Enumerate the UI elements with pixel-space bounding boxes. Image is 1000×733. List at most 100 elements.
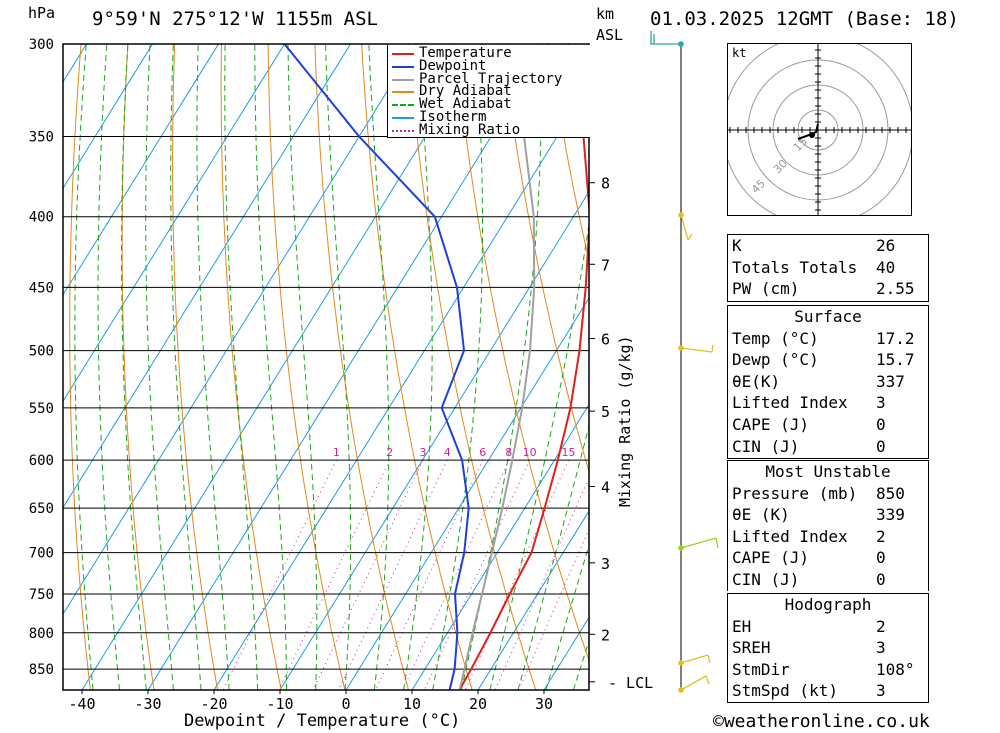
index-section-title-row: Most Unstable: [728, 461, 928, 483]
isotherm-line: [63, 44, 285, 403]
mixing-ratio-line: [494, 476, 589, 690]
x-tick-label: -10: [266, 695, 293, 713]
wind-barb: [680, 214, 693, 241]
km-tick-label: 5: [601, 403, 610, 421]
mixing-ratio-label: 10: [523, 446, 537, 459]
pressure-unit-label: hPa: [28, 4, 56, 22]
wet-adiabat-line: [287, 44, 318, 690]
mixing-ratio-label: 4: [444, 446, 451, 459]
pressure-tick-label: 350: [29, 130, 54, 146]
pressure-tick-label: 500: [29, 344, 54, 360]
hodograph-unit: kt: [732, 46, 747, 60]
x-tick-label: -40: [68, 695, 95, 713]
dry-adiabat-line: [121, 44, 155, 690]
lcl-label: - LCL: [608, 674, 653, 692]
dry-adiabat-line: [548, 44, 589, 264]
isotherm-line: [213, 84, 589, 690]
km-tick-label: 8: [601, 175, 610, 193]
legend-swatch: [392, 65, 414, 68]
wet-adiabat-line: [325, 44, 352, 690]
legend-label: Isotherm: [419, 109, 487, 125]
basic-indices-box: K 26 Totals Totals 40 PW (cm) 2.55: [727, 234, 929, 302]
legend-label: Temperature: [419, 45, 512, 61]
legend-swatch: [392, 129, 414, 132]
x-tick-label: -20: [200, 695, 227, 713]
pressure-tick-label: 850: [29, 662, 54, 678]
index-row: Totals Totals 40: [728, 257, 928, 279]
dry-adiabat-line: [267, 44, 346, 690]
index-value: 108°: [876, 659, 915, 679]
index-section-title-row: Hodograph: [728, 594, 928, 616]
index-row: Pressure (mb) 850: [728, 483, 928, 505]
location-title: 9°59'N 275°12'W 1155m ASL: [92, 8, 378, 30]
pressure-tick-label: 300: [29, 37, 54, 53]
index-row: StmDir 108°: [728, 659, 928, 681]
km-tick-label: 2: [601, 626, 610, 644]
hodograph-storm-marker: [809, 132, 815, 138]
km-label: km: [596, 5, 615, 23]
index-row: CAPE (J) 0: [728, 414, 928, 436]
index-value: 3: [876, 393, 886, 413]
wet-adiabat-line: [74, 44, 94, 690]
wet-adiabat-line: [254, 44, 287, 690]
mixing-ratio-line: [518, 528, 589, 690]
mixing-ratio-label: 15: [562, 446, 576, 459]
wind-level-dot: [678, 345, 684, 351]
index-label: θE(K): [732, 371, 781, 391]
dry-adiabat-line: [407, 44, 537, 690]
wind-barb: [680, 537, 719, 549]
dry-adiabat-line: [172, 44, 219, 690]
index-label: Lifted Index: [732, 393, 848, 413]
legend-swatch: [392, 104, 414, 107]
asl-label: ASL: [596, 26, 624, 44]
index-section-title: Hodograph: [784, 595, 872, 614]
dry-adiabat-line: [69, 44, 91, 690]
km-tick-label: 4: [601, 479, 610, 497]
km-tick-label: 7: [601, 256, 610, 274]
index-label: Lifted Index: [732, 526, 848, 546]
km-tick-label: 3: [601, 555, 610, 573]
footer-credit[interactable]: ©weatheronline.co.uk: [713, 711, 930, 732]
index-label: CIN (J): [732, 569, 800, 589]
parcel-trajectory-line: [458, 44, 536, 690]
mixing-ratio-label: 1: [333, 446, 340, 459]
isotherm-line: [63, 44, 417, 616]
index-row: Temp (°C) 17.2: [728, 328, 928, 350]
surface-box: Surface Temp (°C) 17.2 Dewp (°C) 15.7 θE(K) 33…: [727, 305, 929, 459]
legend-label: Dewpoint: [419, 57, 487, 74]
pressure-tick-label: 700: [29, 546, 54, 562]
index-value: 0: [876, 548, 886, 568]
x-tick-label: -30: [134, 695, 161, 713]
chart-legend: Temperature Dewpoint Parcel Trajectory Dry …: [387, 45, 590, 138]
index-row: EH 2: [728, 616, 928, 638]
wet-adiabat-line: [224, 44, 259, 690]
hodograph-panel: 15 30 45 kt: [727, 43, 912, 216]
index-value: 3: [876, 681, 886, 701]
dry-adiabat-line: [970, 44, 1000, 690]
index-label: StmDir: [732, 659, 790, 679]
isotherm-line: [63, 44, 219, 296]
mixing-ratio-axis-label: Mixing Ratio (g/kg): [616, 335, 634, 507]
index-row: K 26: [728, 235, 928, 257]
pressure-tick-label: 600: [29, 453, 54, 469]
dry-adiabat-line: [923, 44, 1000, 690]
hodograph-ring-label: 45: [749, 177, 768, 196]
x-tick-label: 0: [341, 695, 350, 713]
mixing-ratio-line: [464, 459, 569, 690]
legend-label: Dry Adiabat: [419, 83, 512, 100]
index-label: Temp (°C): [732, 328, 819, 348]
hodograph-indices-box: Hodograph EH 2 SREH 3 StmDir 108° StmSpd (kt) 3: [727, 593, 929, 703]
wind-level-dot: [678, 212, 684, 218]
index-label: EH: [732, 616, 752, 636]
index-row: Lifted Index 3: [728, 392, 928, 414]
index-value: 17.2: [876, 328, 915, 348]
dry-adiabat-line: [454, 44, 589, 662]
dewpoint-line: [283, 44, 470, 690]
index-label: θE (K): [732, 505, 790, 525]
legend-swatch: [392, 91, 414, 94]
index-value: 40: [876, 257, 896, 277]
wind-level-dot: [678, 660, 684, 666]
x-tick-label: 10: [403, 695, 421, 713]
